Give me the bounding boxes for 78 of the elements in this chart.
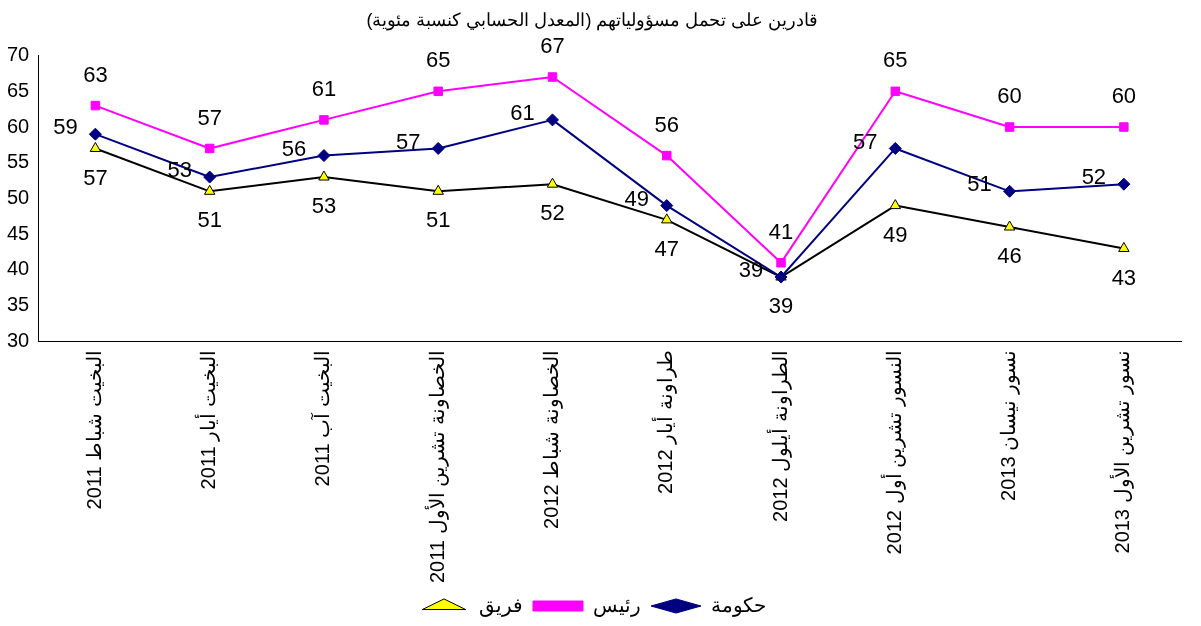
y-tick-label: 65 — [7, 78, 30, 101]
data-label: 60 — [1111, 83, 1137, 109]
point — [203, 170, 217, 184]
point — [90, 100, 101, 111]
x-tick-label: نسور نيسان 2013 — [997, 350, 1021, 501]
y-tick-label: 60 — [7, 114, 30, 137]
point — [1118, 241, 1130, 252]
point — [317, 149, 331, 163]
point — [204, 143, 215, 154]
x-tick-label: الخصاونة شباط 2012 — [540, 350, 563, 529]
data-label: 39 — [768, 293, 794, 319]
legend-label: رئيس — [593, 593, 641, 617]
data-label: 57 — [83, 164, 108, 190]
x-tick-label: الخصاونة تشرين الأول 2011 — [423, 350, 449, 584]
point — [776, 258, 786, 268]
y-tick-label: 70 — [7, 43, 30, 66]
x-tick-label: البخيت آب 2011 — [310, 350, 334, 487]
point — [1119, 122, 1129, 132]
data-label: 53 — [311, 193, 337, 219]
data-label: 57 — [197, 104, 222, 130]
data-label: 57 — [395, 128, 421, 154]
point — [1004, 122, 1015, 132]
point — [888, 141, 902, 155]
y-tick-label: 35 — [7, 293, 30, 316]
legend-label: فريق — [479, 593, 523, 617]
data-label: 47 — [654, 235, 679, 261]
point — [546, 177, 559, 188]
y-tick-label: 55 — [7, 150, 30, 173]
x-tick-label: طراونة أيار 2012 — [651, 350, 678, 494]
point — [661, 213, 673, 224]
point — [432, 184, 444, 195]
point — [890, 86, 901, 97]
data-label: 52 — [1081, 164, 1107, 190]
point — [431, 141, 445, 155]
point — [88, 127, 102, 141]
data-label: 46 — [997, 243, 1022, 269]
data-label: 59 — [53, 114, 78, 140]
point — [889, 199, 902, 210]
data-label: 61 — [510, 99, 535, 125]
data-label: 61 — [311, 75, 337, 101]
data-label: 49 — [624, 185, 649, 211]
y-tick-label: 40 — [7, 257, 30, 280]
data-label: 60 — [997, 83, 1022, 109]
point — [89, 141, 102, 152]
x-tick-label: النسور تشرين أول 2012 — [879, 350, 906, 555]
legend-label: حكومة — [711, 593, 766, 617]
point — [319, 115, 329, 125]
point — [545, 113, 559, 127]
data-label: 56 — [654, 111, 679, 137]
x-tick-label: الطراونة أيلول 2012 — [765, 350, 792, 522]
data-label: 51 — [425, 207, 451, 233]
point — [662, 150, 672, 161]
data-label: 65 — [883, 47, 908, 73]
y-tick-label: 50 — [7, 185, 30, 208]
point — [660, 199, 674, 213]
data-label: 41 — [768, 218, 794, 244]
point — [1117, 177, 1131, 191]
data-label: 65 — [425, 47, 451, 73]
y-tick-label: 30 — [7, 328, 30, 351]
data-label: 43 — [1111, 264, 1137, 290]
data-label: 56 — [281, 135, 307, 161]
point — [318, 170, 330, 181]
data-label: 63 — [83, 61, 108, 87]
data-label: 52 — [540, 200, 565, 226]
data-label: 49 — [883, 221, 908, 247]
x-tick-label: البخيت أيار 2011 — [194, 350, 221, 490]
point — [1003, 184, 1017, 198]
y-tick-label: 45 — [7, 221, 30, 244]
chart-title: قادرين على تحمل مسؤولياتهم (المعدل الحسابي كنسبة مئوية) — [366, 9, 819, 31]
x-tick-label: نسور تشرين الأول 2013 — [1109, 350, 1135, 554]
point — [1003, 220, 1016, 231]
data-label: 67 — [540, 33, 565, 59]
point — [203, 184, 216, 195]
data-label: 39 — [738, 257, 764, 283]
x-tick-label: البخيت شباط 2011 — [82, 350, 105, 510]
point — [547, 72, 558, 82]
data-label: 51 — [197, 207, 222, 233]
point — [433, 86, 443, 97]
